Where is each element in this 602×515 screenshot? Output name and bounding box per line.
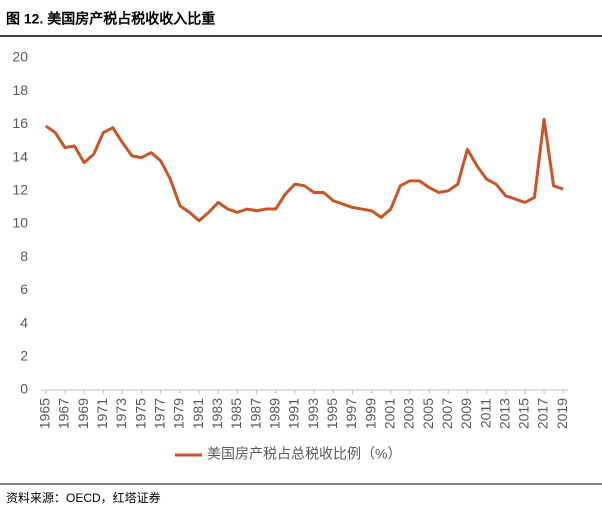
- x-tick-label: 2005: [420, 398, 436, 429]
- x-tick-label: 1979: [171, 398, 187, 429]
- x-tick-label: 1975: [132, 398, 148, 429]
- x-tick-label: 2003: [401, 398, 417, 429]
- x-tick-label: 2001: [381, 398, 397, 429]
- x-tick-label: 1999: [362, 398, 378, 429]
- x-tick-label: 1987: [247, 398, 263, 429]
- x-tick-label: 2017: [535, 398, 551, 429]
- x-tick-label: 1973: [113, 398, 129, 429]
- y-tick-label: 4: [20, 314, 28, 330]
- x-tick-label: 2013: [496, 398, 512, 429]
- y-tick-label: 8: [20, 248, 28, 264]
- y-tick-label: 6: [20, 281, 28, 297]
- x-tick-label: 1977: [151, 398, 167, 429]
- x-tick-label: 2007: [439, 398, 455, 429]
- y-tick-label: 12: [12, 182, 28, 198]
- x-tick-label: 2019: [554, 398, 570, 429]
- source: 资料来源：OECD，红塔证券: [6, 490, 161, 505]
- x-tick-label: 1969: [75, 398, 91, 429]
- y-tick-label: 18: [12, 82, 28, 98]
- y-tick-label: 14: [12, 148, 28, 164]
- x-tick-label: 1965: [36, 398, 52, 429]
- x-tick-label: 1993: [305, 398, 321, 429]
- y-tick-label: 10: [12, 215, 28, 231]
- line-series: [44, 117, 564, 223]
- x-tick-label: 1983: [209, 398, 225, 429]
- x-tick-label: 1967: [56, 398, 72, 429]
- x-tick-label: 1991: [286, 398, 302, 429]
- x-tick-label: 1981: [190, 398, 206, 429]
- legend-label: 美国房产税占总税收比例（%）: [207, 446, 401, 462]
- x-tick-label: 2009: [458, 398, 474, 429]
- x-tick-label: 1971: [94, 398, 110, 429]
- x-tick-label: 2015: [516, 398, 532, 429]
- x-tick-label: 1995: [324, 398, 340, 429]
- x-tick-label: 1985: [228, 398, 244, 429]
- y-tick-label: 20: [12, 49, 28, 65]
- x-tick-label: 1997: [343, 398, 359, 429]
- y-tick-label: 16: [12, 115, 28, 131]
- x-tick-label: 2011: [477, 398, 493, 428]
- y-tick-label: 2: [20, 348, 28, 364]
- x-tick-label: 1989: [266, 398, 282, 429]
- chart-title: 图 12. 美国房产税占税收收入比重: [6, 11, 215, 27]
- y-tick-label: 0: [20, 381, 28, 397]
